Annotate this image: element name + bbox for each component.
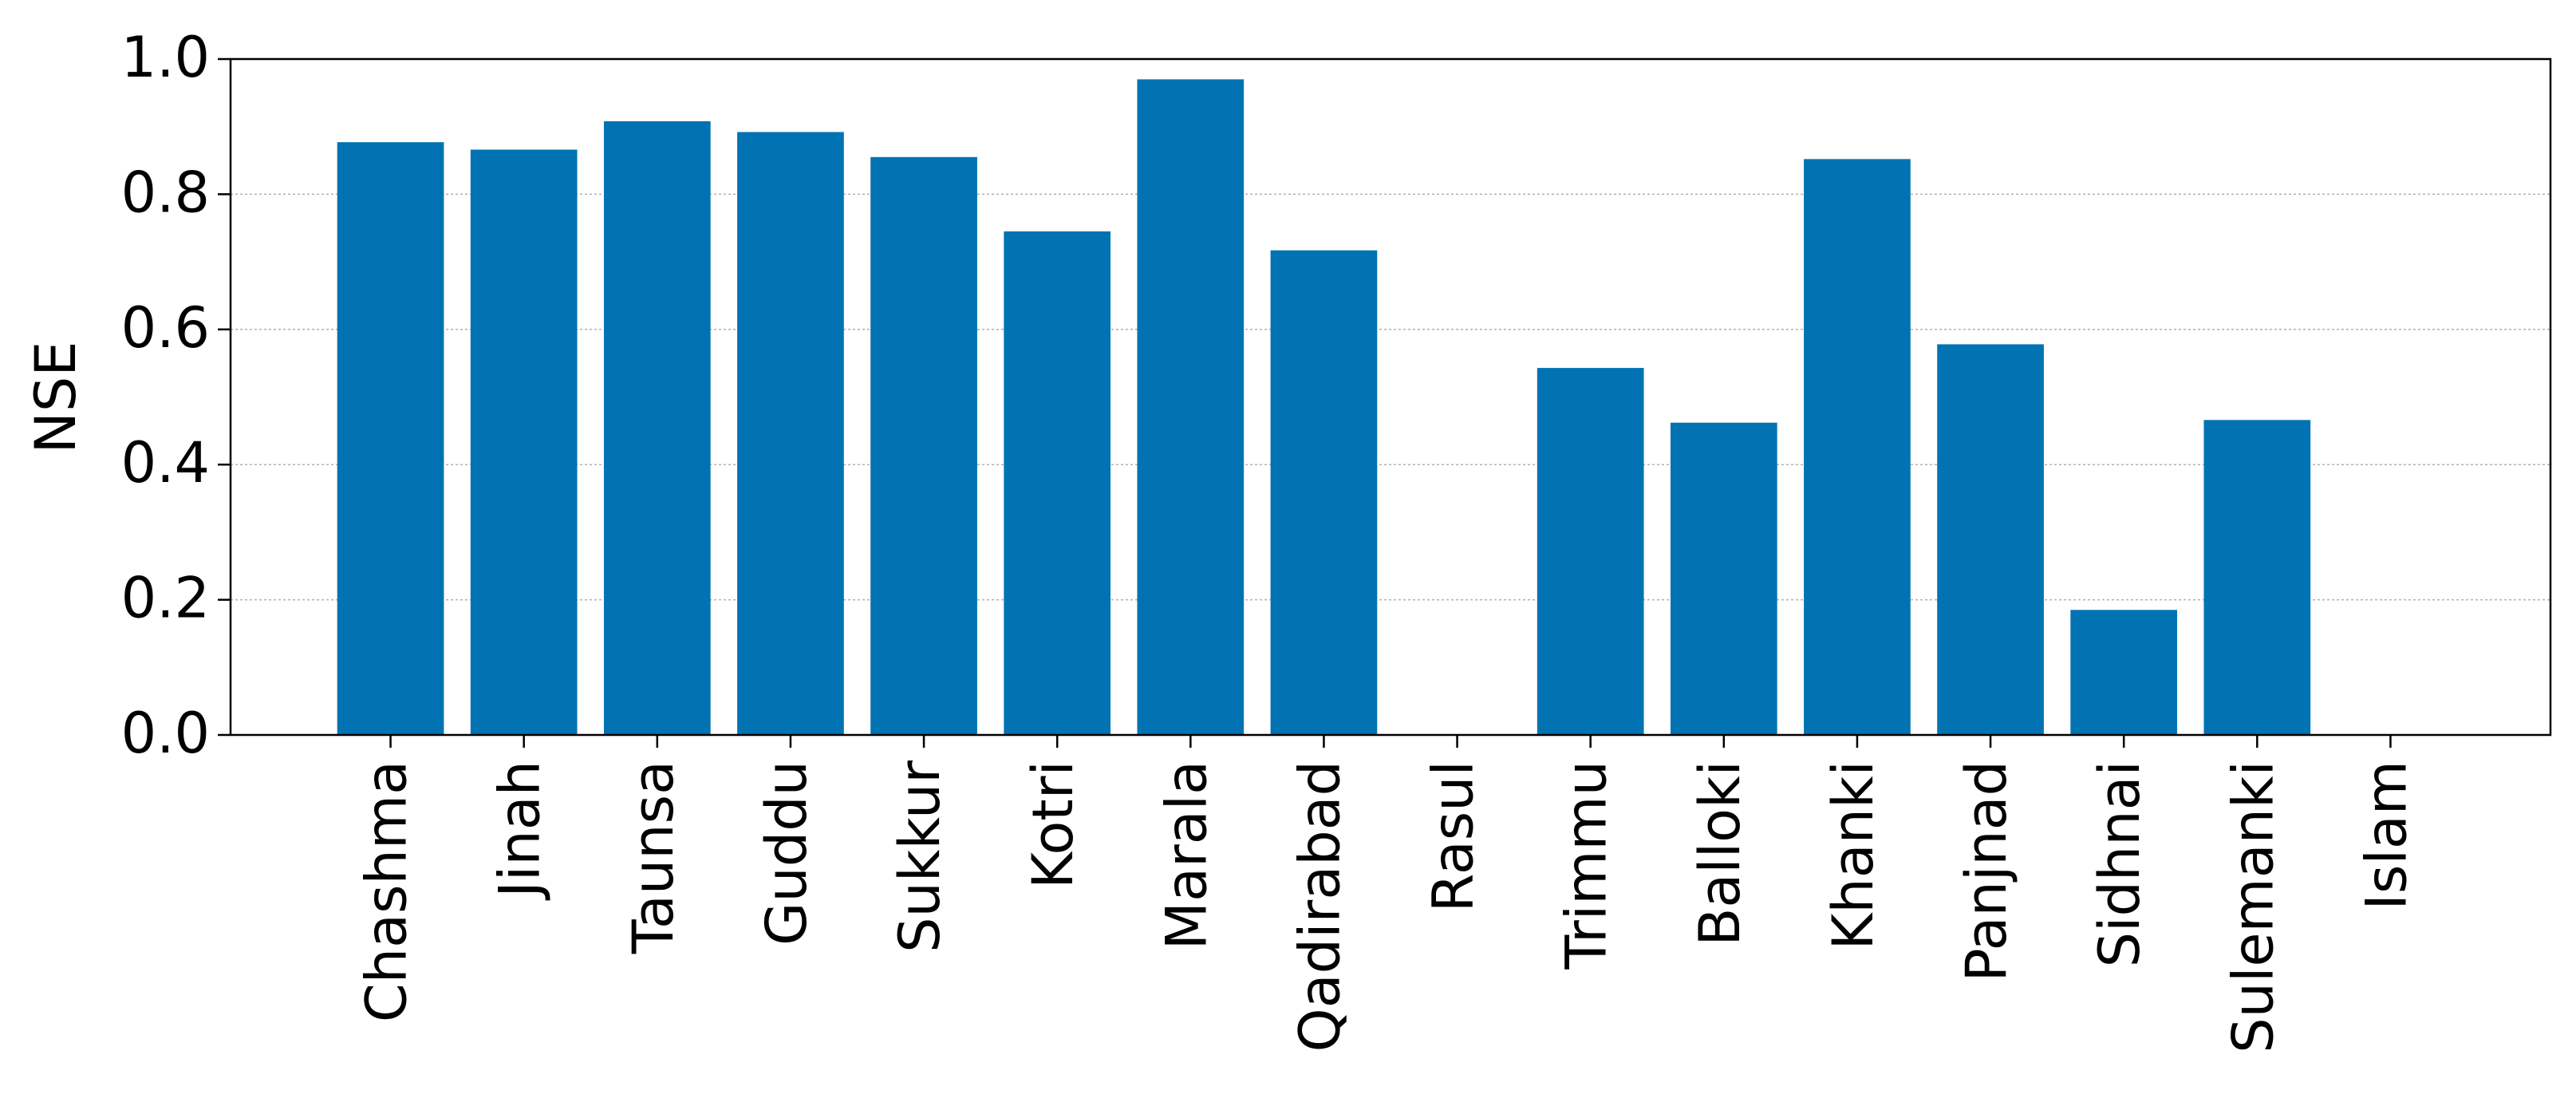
x-tick-label: Islam [2353,760,2419,911]
x-tick-label: Jinah [487,760,553,901]
bar [1004,231,1111,735]
bar [1270,250,1378,735]
y-tick-label: 0.4 [121,430,210,496]
bar [737,132,844,735]
bar [1670,422,1777,735]
y-tick-label: 0.6 [121,295,210,361]
y-tick-label: 0.8 [121,160,210,225]
x-tick-label: Sukkur [887,760,953,953]
x-tick-label: Khanki [1821,760,1886,950]
plot-frame [229,57,2552,737]
bar [603,120,711,735]
x-tick-label: Sidhnai [2087,760,2152,967]
x-tick-label: Marala [1154,760,1219,950]
bar [2203,420,2311,735]
y-tick-label: 0.0 [121,701,210,766]
y-axis-label: NSE [23,341,89,453]
y-tick-label: 1.0 [121,25,210,90]
bar [870,156,977,735]
x-tick-label: Taunsa [621,760,686,954]
bar [1937,344,2044,735]
bar [1537,368,1644,735]
x-tick-label: Chashma [354,760,420,1022]
bar [470,149,578,736]
x-tick-label: Balloki [1687,760,1753,946]
bar [337,142,444,735]
bar [1137,79,1245,735]
bar [1804,159,1911,735]
x-tick-label: Sulemanki [2220,760,2286,1053]
y-tick-label: 0.2 [121,566,210,631]
x-tick-label: Rasul [1421,760,1486,912]
x-tick-label: Kotri [1020,760,1086,889]
x-tick-label: Trimmu [1554,760,1619,970]
x-tick-label: Guddu [754,760,819,946]
x-tick-label: Panjnad [1954,760,2019,982]
bar [2070,610,2178,735]
x-tick-label: Qadirabad [1287,760,1352,1052]
